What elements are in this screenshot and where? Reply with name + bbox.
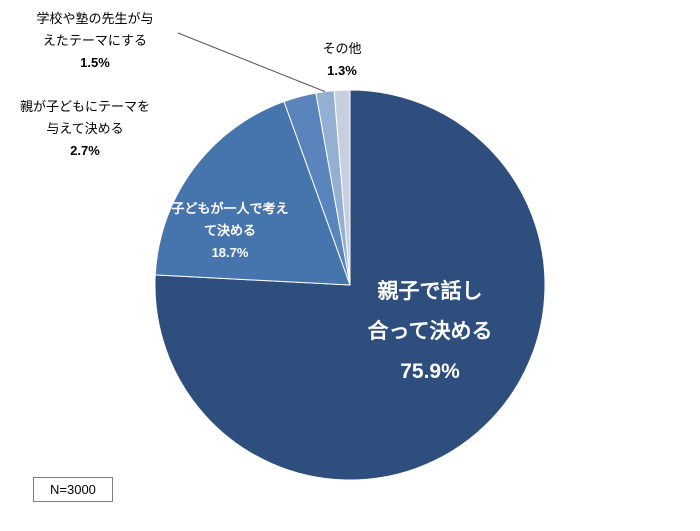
slice-label-other: その他 1.3%	[297, 38, 387, 82]
slice-percent: 1.5%	[80, 55, 110, 70]
slice-label-line: 親子で話し	[377, 280, 483, 303]
slice-percent: 75.9%	[400, 360, 460, 383]
slice-label-line: て決める	[203, 223, 256, 238]
slice-label-parent-theme: 親が子どもにテーマを 与えて決める 2.7%	[5, 96, 165, 162]
slice-percent: 18.7%	[211, 245, 249, 260]
slice-label-line: 子どもが一人で考え	[171, 201, 289, 216]
sample-size-note: N=3000	[33, 477, 113, 502]
pie-slice-0	[154, 89, 546, 481]
slice-label-line: 合って決める	[367, 320, 493, 343]
slice-label-oyako: 親子で話し 合って決める 75.9%	[320, 272, 540, 392]
slice-label-line: 親が子どもにテーマを	[19, 99, 150, 114]
slice-percent: 2.7%	[70, 143, 100, 158]
slice-label-kodomo-hitori: 子どもが一人で考え て決める 18.7%	[150, 198, 310, 264]
pie-slice-1	[154, 100, 351, 286]
slice-label-line: 与えて決める	[46, 121, 124, 136]
slice-label-line: その他	[322, 41, 362, 56]
leader-line	[177, 32, 326, 93]
slice-percent: 1.3%	[327, 63, 357, 78]
slice-label-line: えたテーマにする	[42, 33, 148, 48]
slice-label-line: 学校や塾の先生が与	[36, 11, 154, 26]
pie-slice-4	[333, 89, 351, 286]
slice-label-school: 学校や塾の先生が与 えたテーマにする 1.5%	[10, 8, 180, 74]
